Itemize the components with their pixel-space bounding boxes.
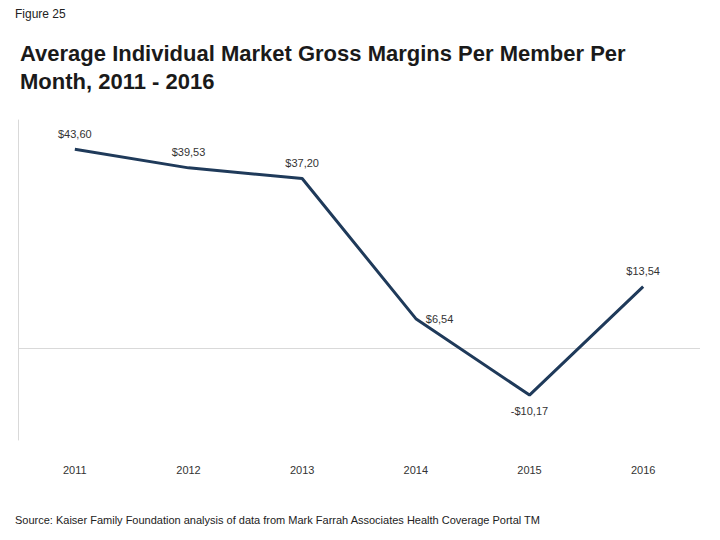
svg-text:2011: 2011 [63, 464, 87, 476]
svg-text:$43,60: $43,60 [58, 128, 92, 140]
svg-text:Figure 25: Figure 25 [15, 7, 66, 21]
svg-text:2015: 2015 [517, 464, 541, 476]
svg-text:$39,53: $39,53 [172, 146, 206, 158]
svg-text:$13,54: $13,54 [626, 265, 660, 277]
svg-text:2013: 2013 [290, 464, 314, 476]
svg-text:Month, 2011 - 2016: Month, 2011 - 2016 [20, 69, 214, 94]
svg-text:Source: Kaiser Family Foundati: Source: Kaiser Family Foundation analysi… [15, 514, 540, 526]
svg-text:2016: 2016 [631, 464, 655, 476]
svg-text:2014: 2014 [404, 464, 428, 476]
svg-text:$37,20: $37,20 [285, 157, 319, 169]
svg-text:Average Individual Market Gros: Average Individual Market Gross Margins … [20, 41, 632, 66]
svg-text:-$10,17: -$10,17 [511, 405, 548, 417]
svg-text:$6,54: $6,54 [426, 313, 454, 325]
svg-text:2012: 2012 [176, 464, 200, 476]
